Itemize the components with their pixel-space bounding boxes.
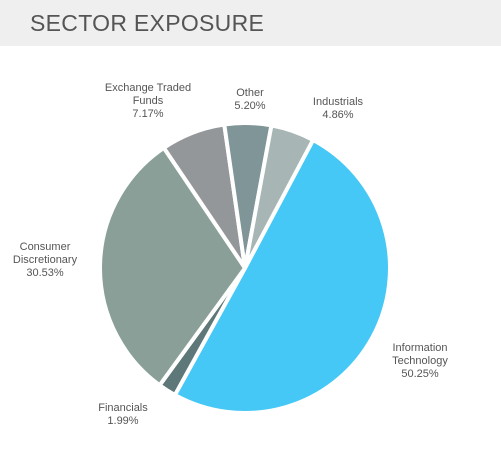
slice-label: Financials 1.99% [88, 402, 158, 428]
header: SECTOR EXPOSURE [0, 0, 501, 46]
category-label: Information Technology [392, 342, 448, 367]
category-label: Financials [98, 402, 148, 414]
category-label: Consumer Discretionary [12, 241, 78, 266]
category-label: Other [236, 87, 264, 99]
slice-label: Information Technology 50.25% [378, 342, 462, 381]
pie-slice [172, 137, 393, 415]
slice-label: Industrials 4.86% [298, 96, 378, 122]
value-label: 1.99% [107, 415, 139, 427]
pie-slice [98, 145, 247, 388]
chart-title: SECTOR EXPOSURE [30, 10, 265, 36]
slice-label: Consumer Discretionary 30.53% [10, 241, 80, 280]
pie-slice [243, 123, 316, 270]
value-label: 5.20% [234, 100, 266, 112]
slice-label: Exchange Traded Funds 7.17% [100, 82, 196, 121]
value-label: 4.86% [322, 109, 354, 121]
category-label: Industrials [312, 96, 364, 108]
slice-label: Other 5.20% [222, 87, 278, 113]
value-label: 50.25% [401, 368, 439, 380]
category-label: Exchange Traded Funds [104, 82, 192, 107]
value-label: 30.53% [26, 267, 64, 279]
value-label: 7.17% [132, 108, 164, 120]
